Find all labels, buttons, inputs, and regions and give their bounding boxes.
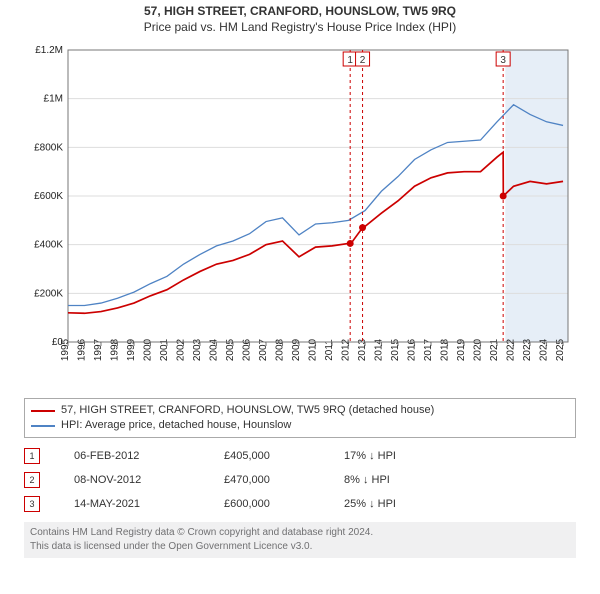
sale-date: 14-MAY-2021 bbox=[74, 498, 224, 510]
sale-marker-icon: 1 bbox=[24, 448, 40, 464]
sales-table: 1 06-FEB-2012 £405,000 17% ↓ HPI 2 08-NO… bbox=[24, 444, 576, 516]
legend-swatch bbox=[31, 425, 55, 427]
svg-text:£200K: £200K bbox=[34, 288, 63, 299]
footer-line: This data is licensed under the Open Gov… bbox=[30, 540, 570, 554]
sale-row: 1 06-FEB-2012 £405,000 17% ↓ HPI bbox=[24, 444, 576, 468]
sale-marker-num: 2 bbox=[360, 55, 366, 66]
sale-date: 06-FEB-2012 bbox=[74, 450, 224, 462]
legend-item: 57, HIGH STREET, CRANFORD, HOUNSLOW, TW5… bbox=[31, 403, 569, 418]
footer-line: Contains HM Land Registry data © Crown c… bbox=[30, 526, 570, 540]
sale-vs: 17% ↓ HPI bbox=[344, 450, 576, 462]
sale-marker-dot bbox=[359, 224, 366, 231]
svg-text:£400K: £400K bbox=[34, 240, 63, 251]
sale-price: £470,000 bbox=[224, 474, 344, 486]
sale-row: 3 14-MAY-2021 £600,000 25% ↓ HPI bbox=[24, 492, 576, 516]
svg-text:£800K: £800K bbox=[34, 142, 63, 153]
sale-marker-dot bbox=[500, 193, 507, 200]
legend-label: 57, HIGH STREET, CRANFORD, HOUNSLOW, TW5… bbox=[61, 403, 434, 418]
sale-marker-icon: 2 bbox=[24, 472, 40, 488]
sale-price: £405,000 bbox=[224, 450, 344, 462]
sale-date: 08-NOV-2012 bbox=[74, 474, 224, 486]
svg-text:£1.2M: £1.2M bbox=[35, 45, 63, 56]
page-title: 57, HIGH STREET, CRANFORD, HOUNSLOW, TW5… bbox=[0, 4, 600, 18]
sale-marker-dot bbox=[347, 240, 354, 247]
sale-vs: 8% ↓ HPI bbox=[344, 474, 576, 486]
page-subtitle: Price paid vs. HM Land Registry's House … bbox=[0, 20, 600, 34]
svg-text:£600K: £600K bbox=[34, 191, 63, 202]
sale-row: 2 08-NOV-2012 £470,000 8% ↓ HPI bbox=[24, 468, 576, 492]
sale-marker-num: 3 bbox=[500, 55, 506, 66]
sale-marker-icon: 3 bbox=[24, 496, 40, 512]
svg-text:£1M: £1M bbox=[44, 94, 63, 105]
legend-item: HPI: Average price, detached house, Houn… bbox=[31, 418, 569, 433]
legend: 57, HIGH STREET, CRANFORD, HOUNSLOW, TW5… bbox=[24, 398, 576, 438]
footer: Contains HM Land Registry data © Crown c… bbox=[24, 522, 576, 558]
legend-label: HPI: Average price, detached house, Houn… bbox=[61, 418, 291, 433]
sale-vs: 25% ↓ HPI bbox=[344, 498, 576, 510]
sale-price: £600,000 bbox=[224, 498, 344, 510]
legend-swatch bbox=[31, 410, 55, 412]
price-chart: £0£200K£400K£600K£800K£1M£1.2M1995199619… bbox=[20, 42, 580, 392]
sale-marker-num: 1 bbox=[347, 55, 353, 66]
